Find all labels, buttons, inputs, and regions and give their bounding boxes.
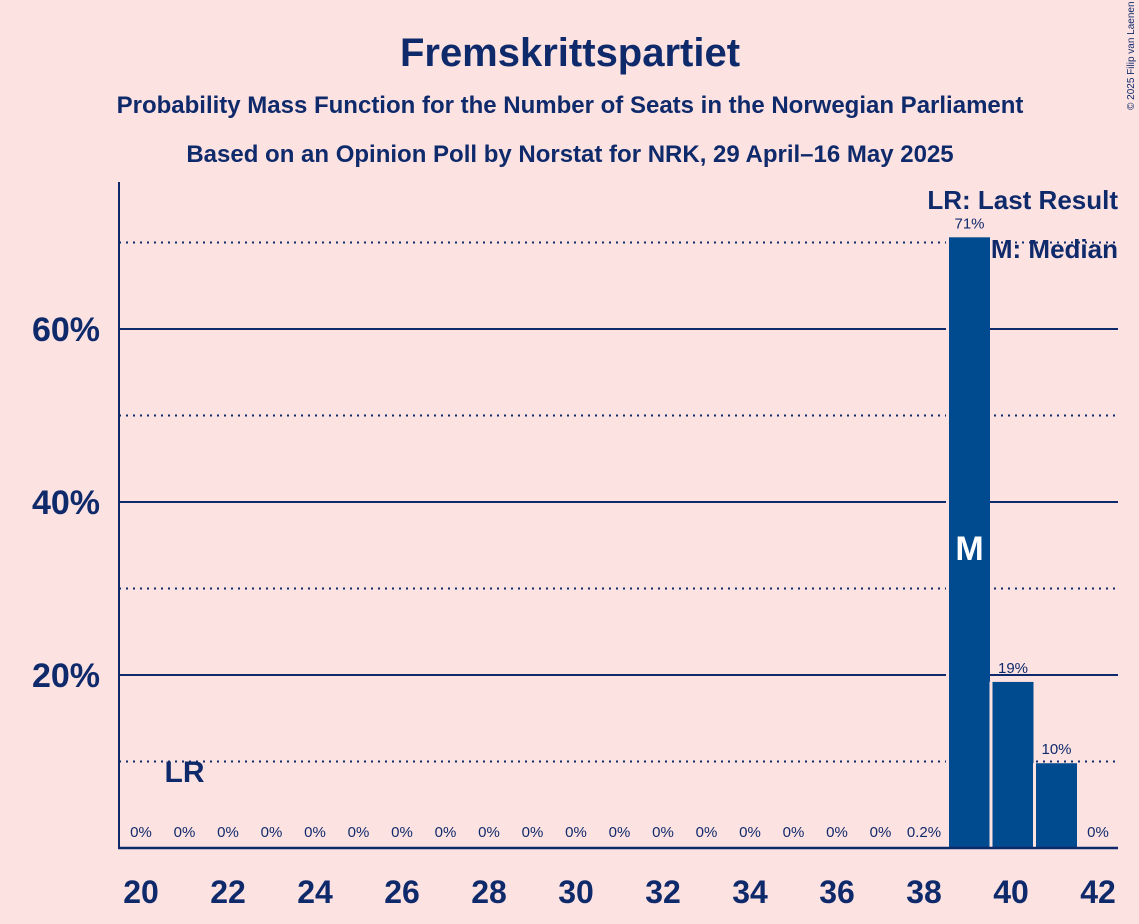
data-label: 0% — [348, 824, 370, 841]
x-tick-label: 36 — [819, 874, 855, 910]
legend-median: M: Median — [991, 234, 1118, 264]
chart-subtitle-source: Based on an Opinion Poll by Norstat for … — [186, 141, 953, 168]
data-label: 0% — [783, 824, 805, 841]
y-tick-label: 40% — [32, 484, 100, 522]
chart-title: Fremskrittspartiet — [400, 31, 740, 75]
x-tick-label: 40 — [993, 874, 1029, 910]
data-label: 0% — [739, 824, 761, 841]
data-label: 0% — [565, 824, 587, 841]
chart-subtitle: Probability Mass Function for the Number… — [117, 92, 1024, 119]
data-label: 0% — [652, 824, 674, 841]
median-marker: M — [955, 530, 983, 568]
x-tick-label: 42 — [1080, 874, 1116, 910]
data-label: 0.2% — [907, 824, 941, 841]
y-tick-label: 60% — [32, 311, 100, 349]
x-tick-label: 32 — [645, 874, 681, 910]
bar — [949, 237, 990, 848]
data-label: 0% — [304, 824, 326, 841]
x-tick-label: 34 — [732, 874, 768, 910]
copyright: © 2025 Filip van Laenen — [1126, 1, 1137, 110]
data-label: 0% — [391, 824, 413, 841]
data-label: 0% — [261, 824, 283, 841]
data-label: 71% — [954, 215, 984, 232]
data-label: 0% — [217, 824, 239, 841]
data-label: 0% — [522, 824, 544, 841]
bar — [1036, 763, 1077, 848]
data-label: 0% — [174, 824, 196, 841]
data-label: 0% — [130, 824, 152, 841]
legend-last-result: LR: Last Result — [927, 185, 1118, 215]
data-label: 19% — [998, 660, 1028, 677]
data-label: 0% — [870, 824, 892, 841]
x-tick-label: 26 — [384, 874, 420, 910]
last-result-marker: LR — [165, 756, 205, 789]
data-label: 0% — [1087, 824, 1109, 841]
data-label: 0% — [478, 824, 500, 841]
x-tick-label: 22 — [210, 874, 246, 910]
data-label: 0% — [609, 824, 631, 841]
y-tick-label: 20% — [32, 657, 100, 695]
data-label: 0% — [826, 824, 848, 841]
x-tick-label: 24 — [297, 874, 333, 910]
bar-gap — [989, 681, 993, 848]
x-tick-label: 28 — [471, 874, 507, 910]
data-label: 10% — [1041, 741, 1071, 758]
bar — [992, 681, 1034, 848]
data-label: 0% — [696, 824, 718, 841]
data-label: 0% — [435, 824, 457, 841]
bar-gap — [1033, 763, 1036, 848]
x-tick-label: 38 — [906, 874, 942, 910]
x-tick-label: 30 — [558, 874, 594, 910]
bar-gap — [946, 237, 949, 848]
x-tick-label: 20 — [123, 874, 159, 910]
